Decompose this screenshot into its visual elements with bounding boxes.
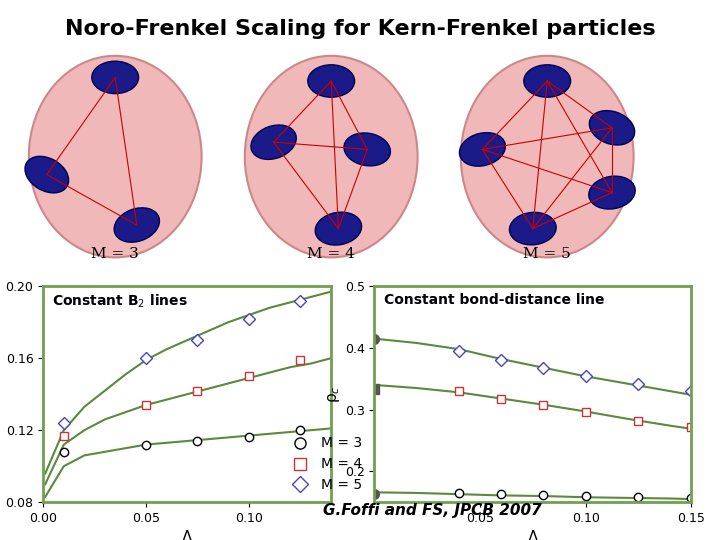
Ellipse shape [510,212,556,245]
Ellipse shape [92,61,139,93]
Text: G.Foffi and FS, JPCB 2007: G.Foffi and FS, JPCB 2007 [323,503,541,518]
Ellipse shape [459,133,505,166]
Ellipse shape [251,125,296,159]
Ellipse shape [461,56,634,258]
Text: M = 5: M = 5 [523,247,571,261]
Ellipse shape [25,157,68,193]
Ellipse shape [344,133,390,166]
Text: Constant B$_2$ lines: Constant B$_2$ lines [52,293,188,310]
Text: Noro-Frenkel Scaling for Kern-Frenkel particles: Noro-Frenkel Scaling for Kern-Frenkel pa… [65,19,655,39]
X-axis label: Δ: Δ [528,530,538,540]
Ellipse shape [589,176,635,209]
Text: M = 4: M = 4 [307,247,355,261]
Legend: M = 3, M = 4, M = 5: M = 3, M = 4, M = 5 [281,431,367,498]
Text: M = 3: M = 3 [91,247,139,261]
Ellipse shape [245,56,418,258]
Ellipse shape [29,56,202,258]
Y-axis label: T$_c$: T$_c$ [0,386,3,403]
Ellipse shape [315,212,361,245]
Ellipse shape [308,65,355,97]
Text: Constant bond-distance line: Constant bond-distance line [384,293,604,307]
Ellipse shape [590,111,634,145]
X-axis label: Δ: Δ [182,530,192,540]
Y-axis label: ρ$_c$: ρ$_c$ [326,386,342,403]
Ellipse shape [114,208,159,242]
Ellipse shape [524,65,571,97]
